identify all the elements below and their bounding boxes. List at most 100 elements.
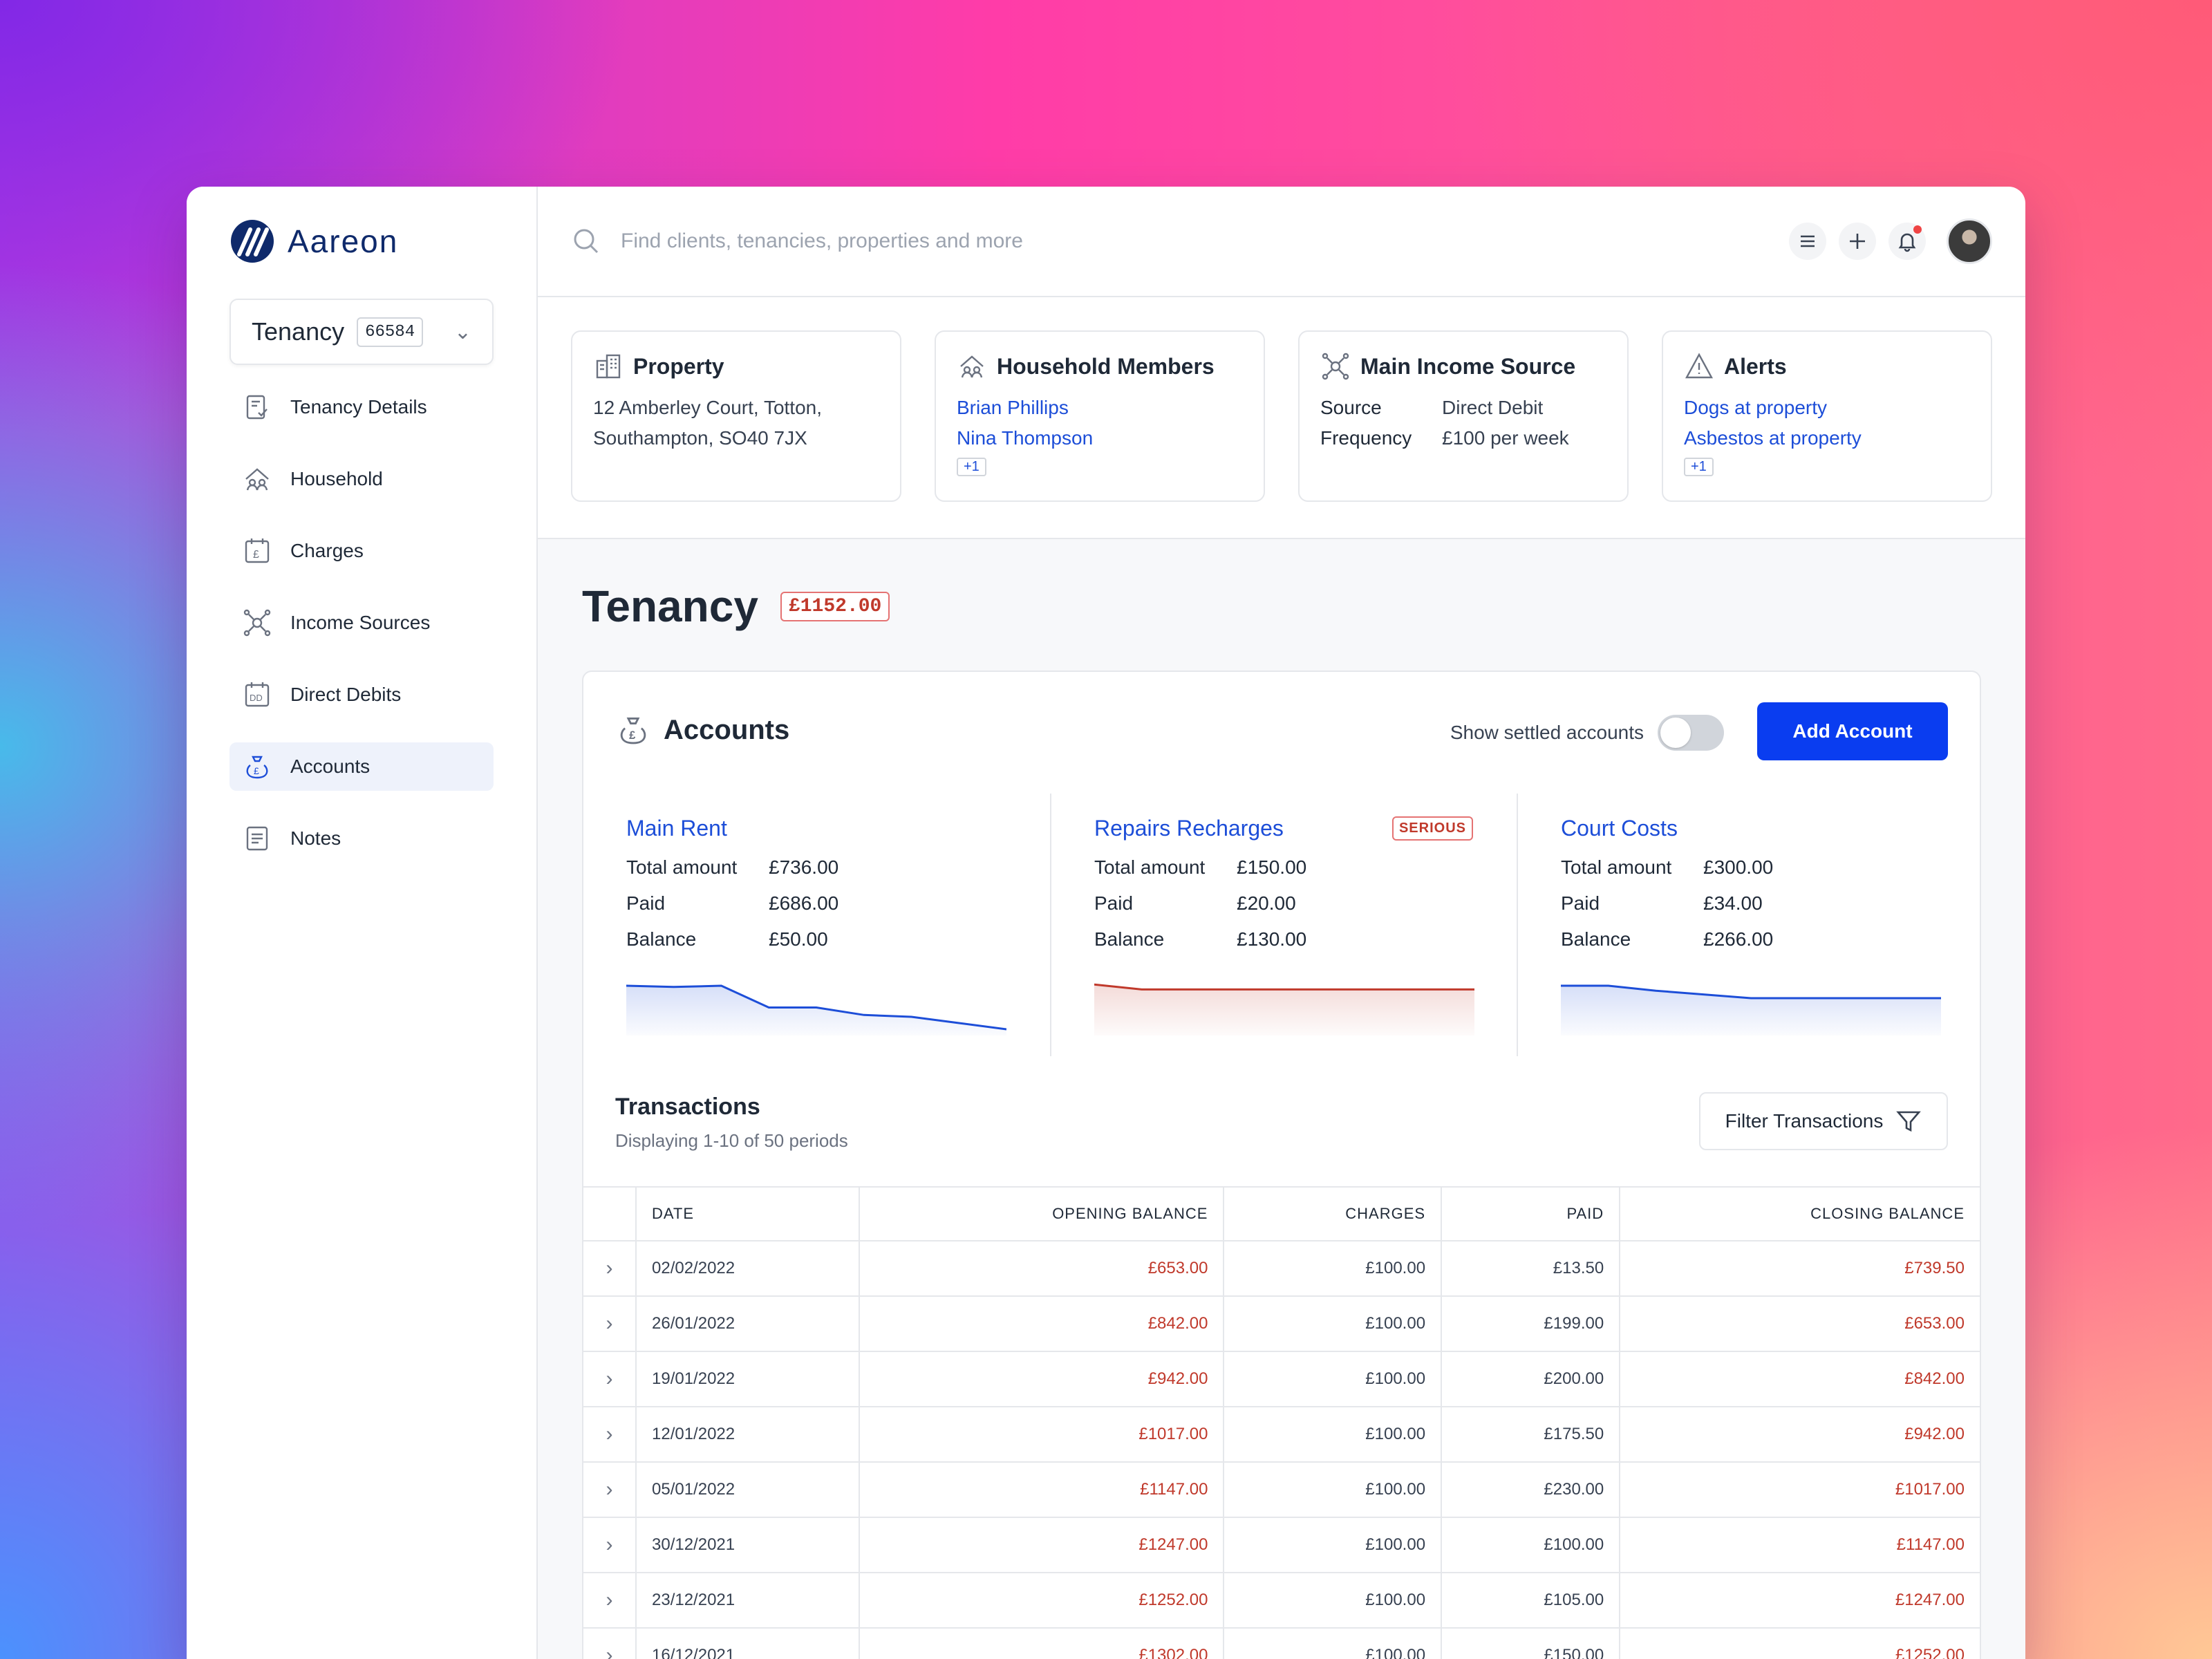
cell-date: 30/12/2021	[635, 1517, 859, 1573]
account-card[interactable]: Main Rent Total amount £736.00 Paid £686.0…	[583, 794, 1049, 1056]
account-name[interactable]: Repairs Recharges	[1094, 816, 1284, 841]
account-name-row: Main Rent	[626, 816, 1006, 841]
transactions-table-body: › 02/02/2022 £653.00 £100.00 £13.50 £739.50 › 2…	[583, 1241, 1980, 1659]
tenancy-selector[interactable]: Tenancy 66584 ⌄	[229, 299, 494, 365]
account-total-row: Total amount £736.00	[626, 850, 1006, 885]
sidebar-item-label: Tenancy Details	[290, 396, 427, 418]
avatar[interactable]	[1947, 218, 1992, 264]
column-header-closing-balance[interactable]: CLOSING BALANCE	[1619, 1186, 1980, 1241]
balance-label: Balance	[1561, 928, 1631, 950]
expand-row-chevron-icon[interactable]: ›	[583, 1628, 636, 1659]
income-sources-icon	[243, 609, 271, 637]
household-member-link[interactable]: Nina Thompson	[957, 427, 1094, 449]
sidebar-item-direct-debits[interactable]: DD Direct Debits	[229, 671, 494, 719]
account-card[interactable]: Repairs Recharges SERIOUS Total amount £1…	[1050, 794, 1516, 1056]
cell-charges: £100.00	[1223, 1517, 1442, 1573]
household-card-header: Household Members	[957, 351, 1243, 382]
direct-debits-icon: DD	[245, 682, 270, 707]
table-row[interactable]: › 23/12/2021 £1252.00 £100.00 £105.00 £1247.0…	[583, 1573, 1980, 1629]
account-paid-row: Paid £34.00	[1561, 885, 1940, 921]
cell-date: 26/01/2022	[635, 1296, 859, 1352]
expand-row-chevron-icon[interactable]: ›	[583, 1573, 636, 1629]
property-card[interactable]: Property 12 Amberley Court, Totton, Sout…	[571, 330, 901, 502]
household-card-title: Household Members	[997, 353, 1215, 379]
menu-button[interactable]	[1789, 223, 1826, 260]
expand-row-chevron-icon[interactable]: ›	[583, 1462, 636, 1518]
expand-row-chevron-icon[interactable]: ›	[583, 1296, 636, 1352]
balance-value: £50.00	[769, 928, 828, 950]
account-name-row: Court Costs	[1561, 816, 1940, 841]
cell-paid: £105.00	[1441, 1573, 1620, 1629]
cell-paid: £199.00	[1441, 1296, 1620, 1352]
filter-transactions-button[interactable]: Filter Transactions	[1699, 1092, 1948, 1150]
paid-value: £20.00	[1237, 892, 1296, 914]
cell-opening-balance: £1017.00	[858, 1407, 1224, 1463]
income-frequency-label: Frequency	[1320, 427, 1412, 449]
sidebar: Aareon Tenancy 66584 ⌄ Tenancy Details H…	[187, 187, 538, 1659]
account-sparkline	[1561, 984, 1941, 1035]
column-header-charges[interactable]: CHARGES	[1223, 1186, 1442, 1241]
table-row[interactable]: › 26/01/2022 £842.00 £100.00 £199.00 £653.00	[583, 1296, 1980, 1352]
svg-text:DD: DD	[250, 693, 263, 703]
cell-paid: £175.50	[1441, 1407, 1620, 1463]
search-input[interactable]	[621, 229, 1789, 253]
notifications-button[interactable]	[1888, 223, 1926, 260]
logo[interactable]: Aareon	[229, 218, 398, 264]
account-total-row: Total amount £150.00	[1094, 850, 1473, 885]
sidebar-item-tenancy-details[interactable]: Tenancy Details	[229, 383, 494, 431]
serious-badge: SERIOUS	[1391, 816, 1473, 841]
more-members-chip[interactable]: +1	[957, 458, 986, 476]
add-button[interactable]	[1839, 223, 1876, 260]
cell-closing-balance: £942.00	[1619, 1407, 1980, 1463]
search-icon	[574, 229, 599, 254]
table-row[interactable]: › 30/12/2021 £1247.00 £100.00 £100.00 £1147.0…	[583, 1517, 1980, 1573]
table-row[interactable]: › 02/02/2022 £653.00 £100.00 £13.50 £739.50	[583, 1241, 1980, 1297]
table-header-row: DATE OPENING BALANCE CHARGES PAID CLOSIN…	[583, 1186, 1980, 1241]
column-header-paid[interactable]: PAID	[1441, 1186, 1620, 1241]
sidebar-item-household[interactable]: Household	[229, 455, 494, 503]
warning-icon	[1685, 353, 1714, 379]
add-account-button[interactable]: Add Account	[1757, 702, 1948, 760]
total-value: £736.00	[769, 856, 839, 878]
cell-date: 19/01/2022	[635, 1351, 859, 1407]
expand-row-chevron-icon[interactable]: ›	[583, 1241, 636, 1297]
cell-charges: £100.00	[1223, 1573, 1442, 1629]
sidebar-item-income-sources[interactable]: Income Sources	[229, 599, 494, 647]
table-row[interactable]: › 16/12/2021 £1302.00 £100.00 £150.00 £1252.0…	[583, 1628, 1980, 1659]
cell-closing-balance: £653.00	[1619, 1296, 1980, 1352]
total-value: £150.00	[1237, 856, 1307, 878]
top-bar	[538, 187, 2025, 297]
notes-icon	[246, 826, 268, 851]
sidebar-item-accounts[interactable]: £ Accounts	[229, 742, 494, 791]
sidebar-item-charges[interactable]: £ Charges	[229, 527, 494, 575]
income-card-title: Main Income Source	[1360, 353, 1576, 379]
show-settled-toggle[interactable]	[1658, 715, 1724, 751]
svg-text:£: £	[629, 729, 636, 742]
expand-row-chevron-icon[interactable]: ›	[583, 1351, 636, 1407]
more-alerts-chip[interactable]: +1	[1684, 458, 1714, 476]
property-address-line1: 12 Amberley Court, Totton,	[593, 397, 822, 418]
plus-icon	[1850, 234, 1865, 249]
column-header-date[interactable]: DATE	[635, 1186, 859, 1241]
alert-link[interactable]: Asbestos at property	[1684, 427, 1862, 449]
income-card[interactable]: Main Income Source Source Direct Debit F…	[1298, 330, 1629, 502]
cell-closing-balance: £1017.00	[1619, 1462, 1980, 1518]
income-details: Source Direct Debit Frequency £100 per w…	[1320, 393, 1606, 453]
account-card[interactable]: Court Costs Total amount £300.00 Paid £34.…	[1517, 794, 1980, 1056]
account-name[interactable]: Court Costs	[1561, 816, 1678, 841]
cell-date: 16/12/2021	[635, 1628, 859, 1659]
table-row[interactable]: › 05/01/2022 £1147.00 £100.00 £230.00 £1017.0…	[583, 1462, 1980, 1518]
cell-opening-balance: £1247.00	[858, 1517, 1224, 1573]
cell-charges: £100.00	[1223, 1407, 1442, 1463]
filter-button-label: Filter Transactions	[1725, 1110, 1884, 1132]
sidebar-item-notes[interactable]: Notes	[229, 814, 494, 863]
table-row[interactable]: › 19/01/2022 £942.00 £100.00 £200.00 £842.00	[583, 1351, 1980, 1407]
column-header-opening-balance[interactable]: OPENING BALANCE	[858, 1186, 1224, 1241]
accounts-icon: £	[246, 756, 268, 779]
household-member-link[interactable]: Brian Phillips	[957, 397, 1069, 418]
alert-link[interactable]: Dogs at property	[1684, 397, 1827, 418]
table-row[interactable]: › 12/01/2022 £1017.00 £100.00 £175.50 £942.00	[583, 1407, 1980, 1463]
account-name[interactable]: Main Rent	[626, 816, 727, 841]
expand-row-chevron-icon[interactable]: ›	[583, 1407, 636, 1463]
expand-row-chevron-icon[interactable]: ›	[583, 1517, 636, 1573]
